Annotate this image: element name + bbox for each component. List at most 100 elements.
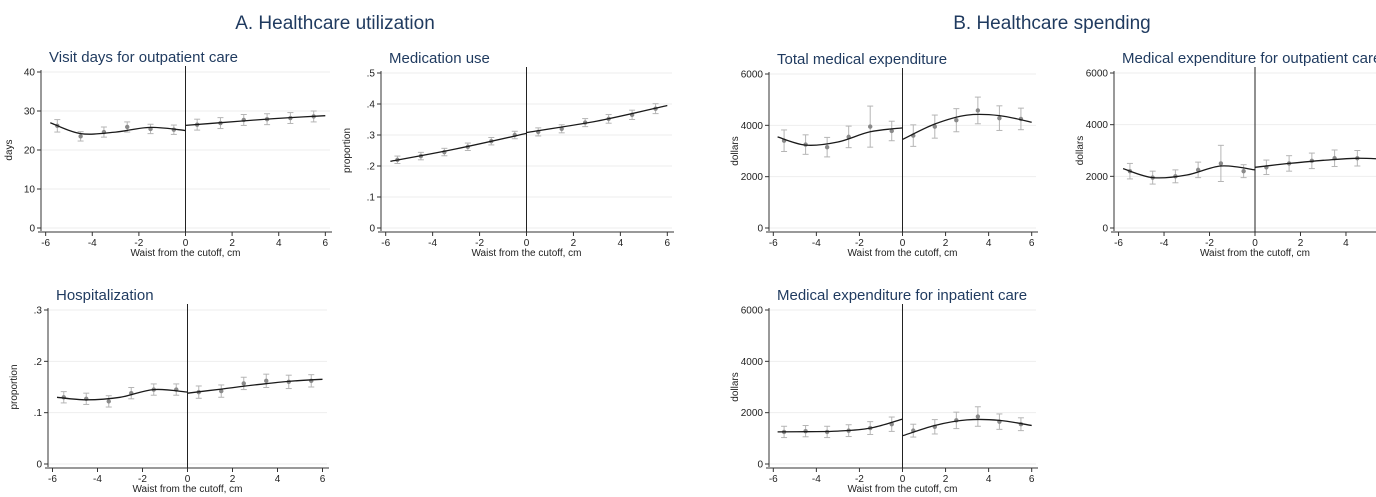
- data-point: [932, 124, 937, 129]
- data-point: [997, 115, 1002, 121]
- y-axis-label: proportion: [9, 364, 20, 409]
- y-tick-label: 2000: [741, 408, 764, 419]
- x-tick-label: 0: [900, 238, 906, 249]
- y-tick-label: .3: [34, 306, 43, 317]
- fit-line-left: [390, 132, 527, 162]
- x-tick-label: 4: [986, 474, 992, 485]
- x-tick-label: -6: [769, 238, 778, 249]
- x-tick-label: -4: [812, 474, 821, 485]
- data-point: [889, 128, 894, 134]
- x-tick-label: -2: [855, 238, 864, 249]
- x-tick-label: 6: [323, 238, 329, 249]
- x-tick-label: 0: [183, 238, 189, 249]
- x-tick-label: -2: [138, 474, 147, 485]
- x-tick-label: -4: [428, 238, 437, 249]
- data-point: [1218, 161, 1224, 166]
- x-tick-label: 6: [665, 238, 671, 249]
- fit-line-left: [777, 418, 903, 433]
- y-tick-label: 4000: [741, 357, 764, 368]
- x-tick-label: 4: [275, 474, 281, 485]
- x-tick-label: 2: [1298, 238, 1304, 249]
- x-tick-label: 2: [943, 474, 949, 485]
- y-tick-label: 0: [36, 460, 42, 471]
- data-point: [975, 108, 981, 113]
- x-tick-label: -6: [769, 474, 778, 485]
- x-axis-label: Waist from the cutoff, cm: [471, 248, 581, 259]
- fit-line-right: [526, 104, 668, 134]
- x-tick-label: 6: [1029, 238, 1035, 249]
- x-tick-label: -6: [48, 474, 57, 485]
- fit-line-right: [902, 418, 1032, 437]
- x-tick-label: 0: [900, 474, 906, 485]
- y-tick-label: 0: [29, 224, 35, 235]
- data-point: [219, 388, 224, 394]
- y-tick-label: 0: [757, 224, 763, 235]
- y-tick-label: 10: [24, 185, 36, 196]
- chart-title: Hospitalization: [56, 287, 154, 304]
- x-tick-label: 0: [185, 474, 191, 485]
- x-tick-label: 6: [1029, 474, 1035, 485]
- chart-title: Medication use: [389, 50, 490, 67]
- x-tick-label: -2: [855, 474, 864, 485]
- x-tick-label: -4: [93, 474, 102, 485]
- data-point: [78, 134, 83, 139]
- section-title-b: B. Healthcare spending: [953, 13, 1151, 34]
- chart-title: Total medical expenditure: [777, 51, 947, 68]
- chart-title: Visit days for outpatient care: [49, 49, 238, 66]
- y-axis-label: proportion: [342, 128, 353, 173]
- data-point: [241, 381, 246, 386]
- y-tick-label: 0: [369, 224, 375, 235]
- y-tick-label: .1: [367, 193, 376, 204]
- data-point: [106, 399, 111, 404]
- fit-line-right: [1254, 157, 1376, 168]
- x-axis-label: Waist from the cutoff, cm: [847, 484, 957, 495]
- y-tick-label: 40: [24, 68, 36, 79]
- data-point: [1241, 168, 1246, 174]
- fit-line-right: [185, 115, 326, 127]
- y-tick-label: 4000: [741, 121, 764, 132]
- x-tick-label: 6: [320, 474, 326, 485]
- x-tick-label: -4: [88, 238, 97, 249]
- data-point: [954, 118, 959, 123]
- x-tick-label: 2: [943, 238, 949, 249]
- y-tick-label: 6000: [741, 70, 764, 81]
- y-tick-label: 20: [24, 146, 36, 157]
- data-point: [264, 378, 269, 384]
- chart-title: Medical expenditure for inpatient care: [777, 287, 1027, 304]
- x-tick-label: -2: [134, 238, 143, 249]
- x-axis-label: Waist from the cutoff, cm: [1200, 248, 1310, 259]
- x-tick-label: -2: [1205, 238, 1214, 249]
- x-tick-label: 2: [229, 238, 235, 249]
- y-tick-label: 6000: [1086, 69, 1109, 80]
- y-tick-label: .3: [367, 131, 376, 142]
- data-point: [824, 144, 830, 150]
- x-tick-label: -6: [1114, 238, 1123, 249]
- chart-panel-1: 0 10 20 30 40 -6 -4 -2 0 2 4 6 Visit days for outpat…: [4, 49, 332, 259]
- y-tick-label: 2000: [1086, 172, 1109, 183]
- x-tick-label: 2: [230, 474, 236, 485]
- y-tick-label: 4000: [1086, 120, 1109, 131]
- fit-line-left: [1122, 165, 1256, 179]
- chart-panel-2: 0 .1 .2 .3 .4 .5 -6 -4 -2 0 2 4 6 Medication use Waist…: [342, 50, 674, 259]
- chart-title: Medical expenditure for outpatient care: [1122, 50, 1376, 67]
- y-tick-label: .1: [34, 408, 43, 419]
- y-tick-label: 0: [1102, 224, 1108, 235]
- x-tick-label: -6: [381, 238, 390, 249]
- fit-line-right: [187, 378, 323, 394]
- y-tick-label: 2000: [741, 172, 764, 183]
- data-point: [125, 124, 130, 130]
- x-tick-label: -4: [812, 238, 821, 249]
- x-axis-label: Waist from the cutoff, cm: [132, 484, 242, 495]
- x-axis-label: Waist from the cutoff, cm: [130, 248, 240, 259]
- fit-line-right: [902, 113, 1032, 140]
- x-tick-label: 0: [1252, 238, 1258, 249]
- y-tick-label: .4: [367, 100, 376, 111]
- x-tick-label: 4: [986, 238, 992, 249]
- y-axis-label: days: [4, 139, 15, 160]
- x-tick-label: 4: [276, 238, 282, 249]
- x-tick-label: 4: [1343, 238, 1349, 249]
- x-tick-label: -2: [475, 238, 484, 249]
- data-point: [868, 124, 873, 129]
